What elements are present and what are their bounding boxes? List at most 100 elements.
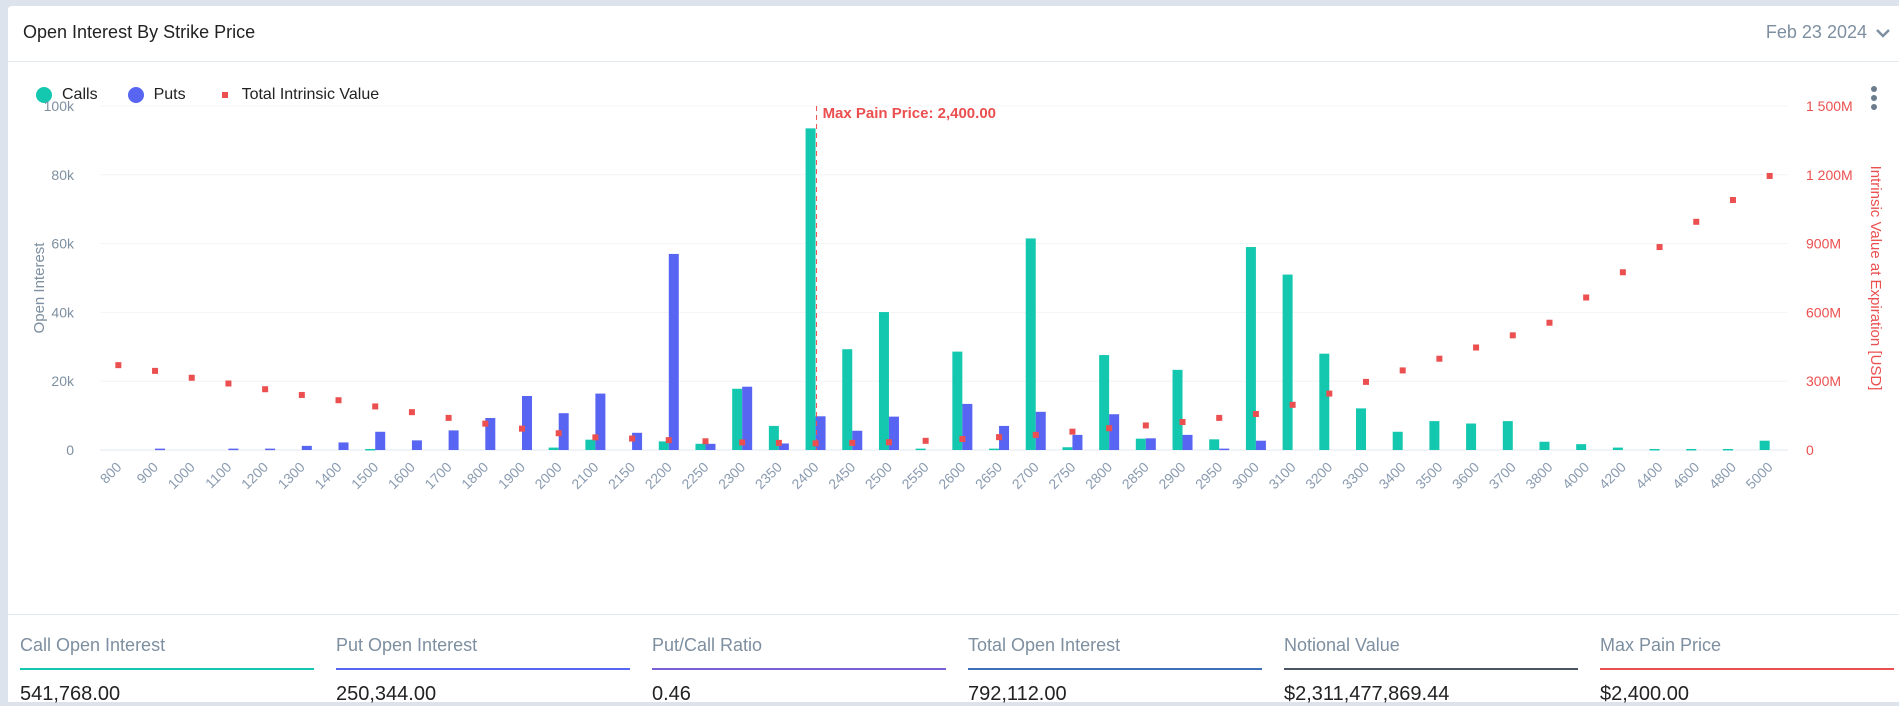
calls-bar[interactable]	[1319, 353, 1330, 450]
intrinsic-value-point[interactable]	[1729, 197, 1736, 204]
puts-bar[interactable]	[888, 416, 899, 450]
puts-bar[interactable]	[1072, 434, 1083, 450]
calls-bar[interactable]	[1135, 438, 1146, 450]
intrinsic-value-point[interactable]	[739, 439, 746, 446]
calls-bar[interactable]	[1759, 440, 1770, 450]
intrinsic-value-point[interactable]	[298, 391, 305, 398]
puts-bar[interactable]	[668, 253, 679, 450]
more-options-button[interactable]	[1869, 86, 1879, 112]
intrinsic-value-point[interactable]	[1399, 367, 1406, 374]
intrinsic-value-point[interactable]	[702, 438, 709, 445]
intrinsic-value-point[interactable]	[592, 434, 599, 441]
calls-bar[interactable]	[1576, 444, 1587, 450]
puts-bar[interactable]	[485, 418, 496, 450]
intrinsic-value-point[interactable]	[1106, 425, 1113, 432]
calls-bar[interactable]	[695, 443, 706, 450]
intrinsic-value-point[interactable]	[1619, 269, 1626, 276]
calls-bar[interactable]	[878, 312, 889, 450]
calls-bar[interactable]	[989, 448, 1000, 451]
puts-bar[interactable]	[1035, 411, 1046, 450]
puts-bar[interactable]	[1109, 414, 1120, 450]
calls-bar[interactable]	[842, 349, 853, 450]
intrinsic-value-point[interactable]	[115, 362, 122, 369]
legend-item-intrinsic-value[interactable]: Total Intrinsic Value	[216, 86, 379, 104]
intrinsic-value-point[interactable]	[1142, 422, 1149, 429]
puts-bar[interactable]	[228, 448, 239, 451]
intrinsic-value-point[interactable]	[335, 397, 342, 404]
puts-bar[interactable]	[705, 443, 716, 450]
calls-bar[interactable]	[585, 439, 596, 450]
intrinsic-value-point[interactable]	[152, 367, 159, 374]
puts-bar[interactable]	[1255, 440, 1266, 450]
calls-bar[interactable]	[1025, 238, 1036, 450]
puts-bar[interactable]	[852, 430, 863, 450]
calls-bar[interactable]	[548, 447, 559, 450]
puts-bar[interactable]	[632, 432, 643, 450]
calls-bar[interactable]	[1356, 408, 1366, 450]
intrinsic-value-point[interactable]	[1179, 419, 1186, 426]
calls-bar[interactable]	[952, 351, 963, 450]
puts-bar[interactable]	[742, 386, 753, 450]
intrinsic-value-point[interactable]	[445, 414, 452, 421]
puts-bar[interactable]	[522, 395, 532, 450]
intrinsic-value-point[interactable]	[922, 437, 929, 444]
intrinsic-value-point[interactable]	[1546, 319, 1553, 326]
puts-bar[interactable]	[815, 416, 826, 450]
expiry-date-dropdown[interactable]: Feb 23 2024	[1766, 22, 1891, 43]
calls-bar[interactable]	[365, 448, 376, 451]
intrinsic-value-point[interactable]	[262, 386, 269, 393]
calls-bar[interactable]	[1722, 448, 1733, 451]
calls-bar[interactable]	[658, 441, 669, 450]
puts-bar[interactable]	[1182, 434, 1193, 450]
calls-bar[interactable]	[915, 448, 926, 451]
intrinsic-value-point[interactable]	[1069, 428, 1076, 435]
puts-bar[interactable]	[301, 445, 312, 450]
intrinsic-value-point[interactable]	[225, 380, 232, 387]
intrinsic-value-point[interactable]	[1289, 401, 1296, 408]
intrinsic-value-point[interactable]	[1252, 410, 1259, 417]
intrinsic-value-point[interactable]	[1363, 378, 1369, 385]
legend-item-puts[interactable]: Puts	[127, 86, 186, 104]
intrinsic-value-point[interactable]	[372, 403, 379, 410]
intrinsic-value-point[interactable]	[1656, 244, 1663, 251]
calls-bar[interactable]	[1466, 423, 1477, 450]
calls-bar[interactable]	[1099, 355, 1110, 450]
puts-bar[interactable]	[962, 403, 973, 450]
calls-bar[interactable]	[768, 425, 779, 450]
intrinsic-value-point[interactable]	[1436, 355, 1443, 362]
calls-bar[interactable]	[1502, 421, 1513, 450]
intrinsic-value-point[interactable]	[1473, 344, 1480, 351]
calls-bar[interactable]	[1539, 441, 1550, 450]
intrinsic-value-point[interactable]	[849, 439, 856, 446]
calls-bar[interactable]	[1392, 431, 1403, 450]
intrinsic-value-point[interactable]	[1216, 414, 1223, 421]
intrinsic-value-point[interactable]	[1509, 332, 1516, 339]
calls-bar[interactable]	[1649, 448, 1660, 451]
puts-bar[interactable]	[999, 425, 1010, 450]
calls-bar[interactable]	[1209, 439, 1220, 450]
calls-bar[interactable]	[1172, 369, 1183, 450]
calls-bar[interactable]	[805, 128, 816, 451]
intrinsic-value-point[interactable]	[519, 425, 525, 432]
intrinsic-value-point[interactable]	[775, 439, 782, 446]
puts-bar[interactable]	[1145, 438, 1156, 450]
intrinsic-value-point[interactable]	[1326, 390, 1333, 397]
calls-bar[interactable]	[732, 388, 743, 450]
calls-bar[interactable]	[1245, 247, 1256, 450]
puts-bar[interactable]	[375, 431, 386, 450]
intrinsic-value-point[interactable]	[408, 409, 415, 416]
intrinsic-value-point[interactable]	[629, 435, 636, 442]
puts-bar[interactable]	[595, 393, 606, 450]
intrinsic-value-point[interactable]	[996, 434, 1003, 441]
intrinsic-value-point[interactable]	[1693, 218, 1700, 225]
calls-bar[interactable]	[1429, 421, 1440, 450]
intrinsic-value-point[interactable]	[188, 374, 195, 381]
intrinsic-value-point[interactable]	[959, 435, 966, 442]
puts-bar[interactable]	[411, 440, 422, 450]
intrinsic-value-point[interactable]	[1583, 294, 1590, 301]
intrinsic-value-point[interactable]	[1032, 431, 1039, 438]
puts-bar[interactable]	[558, 413, 569, 450]
intrinsic-value-point[interactable]	[812, 440, 819, 447]
intrinsic-value-point[interactable]	[1766, 172, 1773, 179]
calls-bar[interactable]	[1612, 447, 1623, 450]
